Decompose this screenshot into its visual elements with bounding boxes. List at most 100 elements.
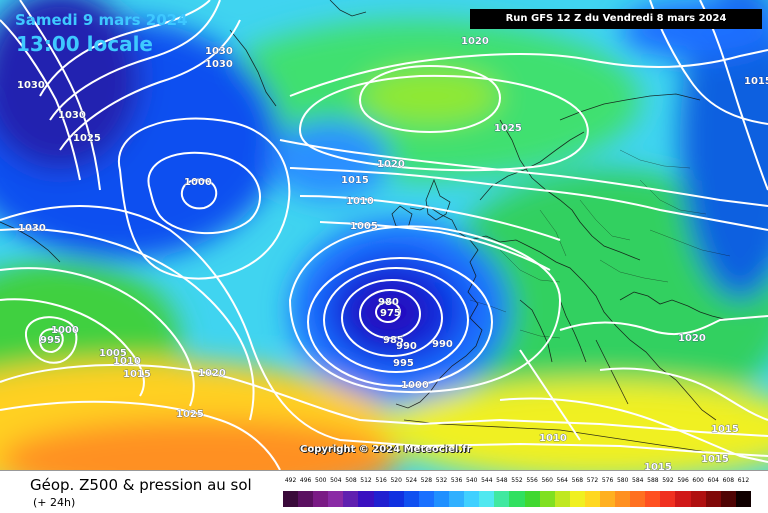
color-scale-tick: 508 — [345, 477, 357, 484]
isobar-label: 1030 — [205, 59, 233, 70]
color-scale-tick: 548 — [496, 477, 508, 484]
color-scale-tick: 592 — [662, 477, 674, 484]
color-scale-tick: 560 — [541, 477, 553, 484]
color-scale-swatch — [660, 491, 676, 507]
isobar-label: 1020 — [198, 368, 226, 379]
color-scale-swatch — [569, 491, 585, 507]
isobar-label: 995 — [40, 335, 61, 346]
forecast-time: 13:00 locale — [16, 32, 153, 56]
forecast-offset: (+ 24h) — [33, 496, 76, 509]
isobar-label: 1005 — [99, 348, 127, 359]
color-scale-swatch — [675, 491, 691, 507]
color-scale-tick: 492 — [284, 477, 297, 484]
color-scale-swatch — [449, 491, 465, 507]
color-scale-swatch — [645, 491, 661, 507]
color-scale-swatch — [599, 491, 616, 507]
color-scale-swatch — [615, 491, 631, 507]
isobar-label: 1030 — [18, 223, 46, 234]
geopotential-field — [0, 0, 768, 470]
isobar-label: 1000 — [401, 380, 429, 391]
color-scale-tick: 524 — [405, 477, 418, 484]
color-scale-swatch — [539, 491, 555, 507]
isobar-label: 1010 — [346, 196, 374, 207]
color-scale-swatch — [494, 491, 510, 507]
color-scale-tick: 536 — [450, 477, 463, 484]
isobar-label: 1025 — [494, 123, 522, 134]
color-scale-swatch — [388, 491, 404, 507]
color-scale-tick: 572 — [586, 477, 599, 484]
color-scale-swatch — [433, 491, 450, 507]
color-scale-swatch — [690, 491, 706, 507]
color-scale-swatch — [479, 491, 495, 507]
color-scale-tick: 496 — [299, 477, 312, 484]
color-scale-swatch — [328, 491, 344, 507]
isobar-label: 1010 — [113, 356, 141, 367]
isobars — [0, 0, 768, 470]
color-scale-tick: 528 — [420, 477, 433, 484]
isobar-label: 1015 — [341, 175, 369, 186]
coastlines — [0, 0, 745, 455]
isobar-label: 1015 — [701, 454, 729, 465]
color-scale-swatch — [418, 491, 434, 507]
color-scale-swatch — [343, 491, 359, 507]
color-scale-tick: 576 — [601, 477, 614, 484]
color-scale-swatch — [735, 491, 751, 507]
isobar-label: 1020 — [678, 333, 706, 344]
isobar-labels: 1030 1030 1030 1030 1025 1030 1000 1000 … — [17, 36, 768, 470]
color-scale-swatch — [630, 491, 646, 507]
isobar-label: 990 — [396, 341, 417, 352]
color-scale-tick: 532 — [435, 477, 448, 484]
color-scale-tick: 556 — [526, 477, 538, 484]
color-scale-tick: 552 — [511, 477, 523, 484]
color-scale-tick: 512 — [360, 477, 372, 484]
color-scale-swatch — [313, 491, 329, 507]
color-scale-tick: 608 — [722, 477, 735, 484]
color-scale-swatch — [403, 491, 419, 507]
copyright-notice: Copyright © 2024 Meteociel.fr — [300, 444, 472, 455]
color-scale-tick: 564 — [556, 477, 568, 484]
color-scale-swatch — [705, 491, 721, 507]
isobar-label: 990 — [432, 339, 453, 350]
color-scale-swatch — [298, 491, 314, 507]
isobar-label: 1020 — [461, 36, 489, 47]
isobar-label: 1015 — [123, 369, 151, 380]
isobar-label: 1010 — [539, 433, 567, 444]
forecast-date: Samedi 9 mars 2024 — [15, 11, 188, 29]
isobar-label: 1025 — [176, 409, 204, 420]
map-title: Géop. Z500 & pression au sol — [30, 476, 252, 494]
model-run-label: Run GFS 12 Z du Vendredi 8 mars 2024 — [470, 9, 762, 29]
color-scale-tick: 500 — [315, 477, 327, 484]
color-scale-tick: 544 — [481, 477, 493, 484]
color-scale-swatch — [524, 491, 540, 507]
color-scale-tick: 520 — [390, 477, 402, 484]
color-scale-tick: 516 — [375, 477, 387, 484]
color-scale-swatch — [464, 491, 480, 507]
color-scale-swatch — [554, 491, 570, 507]
isobar-label: 1000 — [184, 177, 212, 188]
color-scale-tick: 600 — [692, 477, 704, 484]
color-scale-labels: 492 496 500 504 508 512 516 520 524 528 532 536 540 5… — [283, 477, 751, 489]
weather-map: 1030 1030 1030 1030 1025 1030 1000 1000 … — [0, 0, 768, 470]
color-scale-tick: 580 — [616, 477, 629, 484]
color-scale: 492 496 500 504 508 512 516 520 524 528 532 536 540 5… — [283, 477, 751, 511]
color-scale-swatch — [584, 491, 600, 507]
color-scale-bar — [283, 491, 751, 507]
color-scale-tick: 540 — [465, 477, 478, 484]
color-scale-swatch — [283, 491, 299, 507]
isobar-label: 1025 — [73, 133, 101, 144]
isobar-label: 1030 — [205, 46, 233, 57]
isobar-label: 975 — [380, 308, 401, 319]
color-scale-tick: 584 — [632, 477, 644, 484]
color-scale-tick: 604 — [707, 477, 719, 484]
color-scale-swatch — [373, 491, 389, 507]
isobar-label: 1005 — [350, 221, 378, 232]
color-scale-tick: 596 — [677, 477, 689, 484]
isobar-label: 980 — [378, 297, 399, 308]
color-scale-swatch — [720, 491, 736, 507]
isobar-label: 1015 — [644, 462, 672, 470]
borders — [469, 149, 731, 339]
isobar-label: 1000 — [51, 325, 79, 336]
color-scale-tick: 612 — [737, 477, 750, 484]
color-scale-tick: 568 — [571, 477, 584, 484]
